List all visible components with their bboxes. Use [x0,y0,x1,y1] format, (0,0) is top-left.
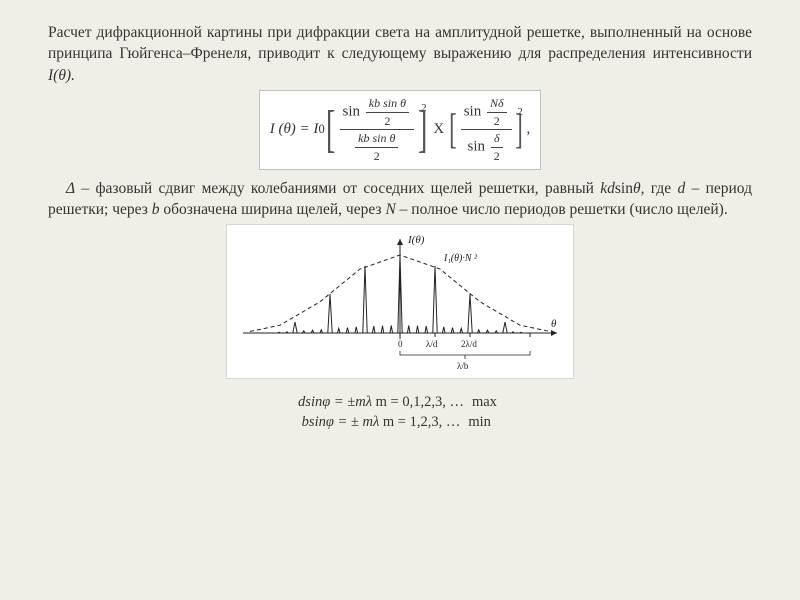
rbracket-2: ] [515,109,523,151]
p1-text: Расчет дифракционной картины при дифракц… [48,24,752,62]
fA-two-a: 2 [366,112,409,128]
fA-inner-top: kb sin θ 2 [366,97,409,127]
fA-kb: kb sin θ [366,97,409,112]
fB-sin-t: sin [464,104,482,120]
cond-min: bsinφ = ± mλ m = 1,2,3, … min [48,413,752,433]
cond-max: dsinφ = ±mλ m = 0,1,2,3, … max [48,393,752,413]
fA-two-b: 2 [355,147,398,163]
fB-inner-bot: δ 2 [491,132,503,162]
cond1-lhs: dsinφ = ±mλ [298,394,376,410]
p2-N: N [385,201,395,218]
fB-two-a: 2 [487,112,507,128]
fB-Nd: Nδ [487,97,507,112]
p2-t4: обозначена ширина щелей, через [159,201,385,218]
formula-container: I (θ) = I0 [ sin kb sin θ 2 kb sin θ [48,90,752,169]
fA-inner-bot: kb sin θ 2 [355,132,398,162]
cond2-lhs: bsinφ = ± mλ [302,414,383,430]
p2-theta: θ [633,180,641,197]
diffraction-pattern-chart: I(θ) θ I₁(θ)·N ² 0 λ/d 2λ/d λ/b [235,229,565,369]
intensity-formula: I (θ) = I0 [ sin kb sin θ 2 kb sin θ [270,121,531,137]
p2-delta: Δ [66,180,75,197]
fA-sin: sin [343,104,361,120]
formula-comma: , [527,121,531,137]
svg-text:I₁(θ)·N ²: I₁(θ)·N ² [443,253,478,264]
p2-sin: sin [615,180,633,197]
page-root: Расчет дифракционной картины при дифракц… [0,0,800,600]
svg-text:λ/d: λ/d [426,339,438,349]
f-lhs: I (θ) = I [270,121,319,137]
fB-inner-top: Nδ 2 [487,97,507,127]
fB-two-b: 2 [491,147,503,163]
chart-box: I(θ) θ I₁(θ)·N ² 0 λ/d 2λ/d λ/b [226,224,574,379]
p1-i-theta: I(θ). [48,67,75,84]
cond2-m: m = 1,2,3, … [383,414,460,430]
mult-x: X [433,121,444,137]
p2-t1: – фазовый сдвиг между колебаниями от сос… [75,180,600,197]
p2-kd: kd [600,180,615,197]
cond1-m: m = 0,1,2,3, … [376,394,464,410]
rbracket-1: ] [418,104,428,156]
svg-text:I(θ): I(θ) [407,234,425,246]
p2-t5: – полное число периодов решетки (число щ… [396,201,728,218]
fracA: sin kb sin θ 2 kb sin θ 2 [340,97,415,162]
fB-sin-b: sin [467,139,485,155]
paragraph-1: Расчет дифракционной картины при дифракц… [48,22,752,86]
paragraph-2: Δ – фазовый сдвиг между колебаниями от с… [48,178,752,221]
svg-text:λ/b: λ/b [457,361,469,369]
p2-t2: , где [641,180,678,197]
lbracket-2: [ [449,109,457,151]
formula-box: I (θ) = I0 [ sin kb sin θ 2 kb sin θ [259,90,542,169]
f-sub0: 0 [318,122,324,136]
svg-text:2λ/d: 2λ/d [461,339,477,349]
fB-delta: δ [491,132,503,147]
cond1-tag: max [472,393,502,413]
svg-text:θ: θ [551,318,557,330]
cond2-tag: min [468,413,498,433]
conditions-block: dsinφ = ±mλ m = 0,1,2,3, … max bsinφ = ± … [48,393,752,432]
svg-text:0: 0 [398,339,403,349]
lbracket-1: [ [326,104,336,156]
fracB: sin Nδ 2 sin δ 2 [461,97,512,162]
chart-container: I(θ) θ I₁(θ)·N ² 0 λ/d 2λ/d λ/b [48,224,752,379]
fA-kb2: kb sin θ [355,132,398,147]
